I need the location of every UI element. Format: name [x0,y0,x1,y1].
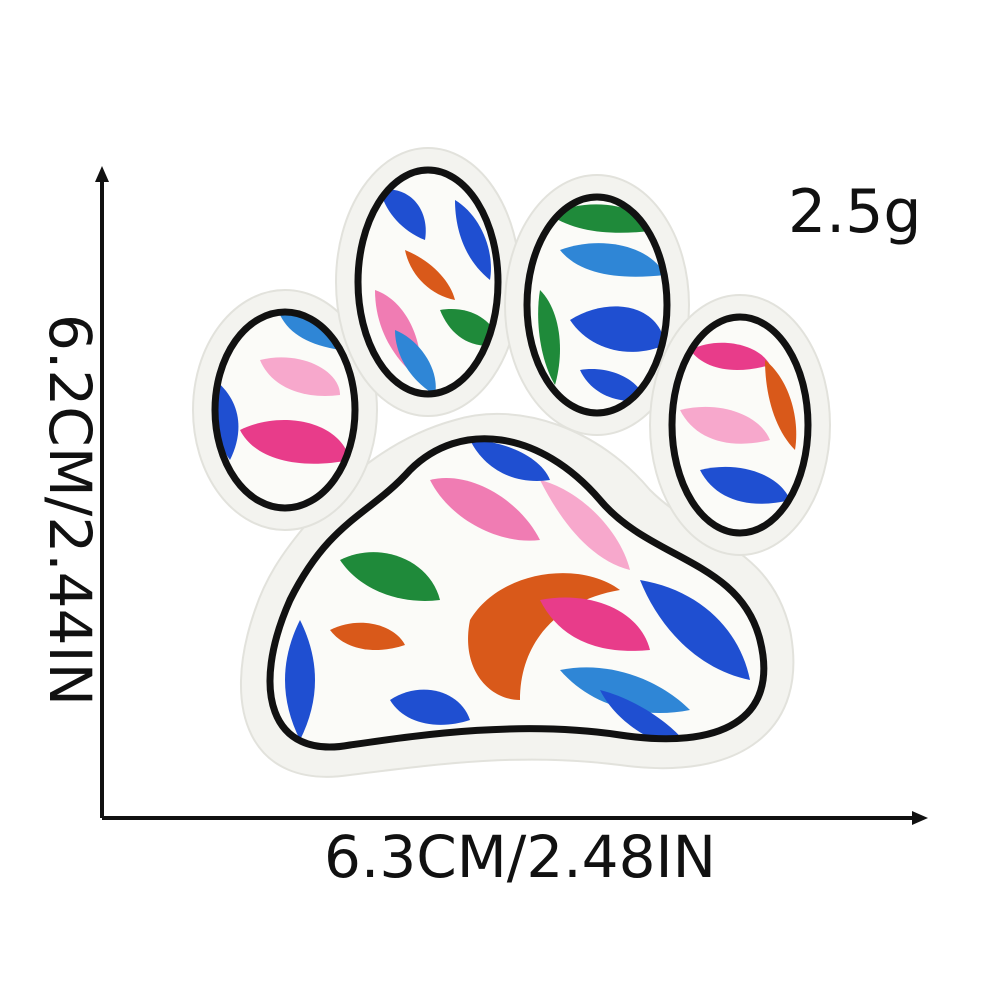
paw-toe-left [211,308,359,512]
paw-toe-center-left [354,166,502,398]
horizontal-arrow-icon [912,811,928,825]
width-dimension-label: 6.3CM/2.48IN [324,823,716,891]
paw-main-pad [266,435,768,751]
vertical-arrow-icon [95,166,109,182]
weight-label: 2.5g [788,177,922,247]
height-dimension-label: 6.2CM/2.44IN [36,314,104,706]
paw-toe-right [668,313,812,537]
paw-toe-center-right [523,193,671,417]
dimension-axes [95,166,928,825]
